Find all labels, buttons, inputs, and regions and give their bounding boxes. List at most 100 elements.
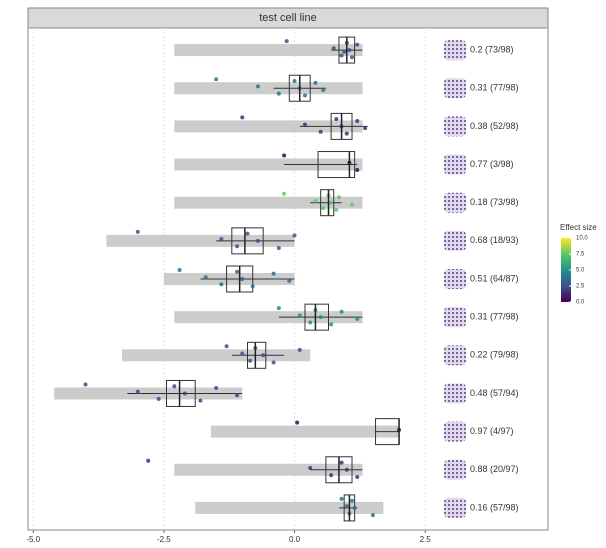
point xyxy=(347,48,351,52)
point xyxy=(355,119,359,123)
row-label: 0.31 (77/98) xyxy=(470,312,519,322)
point xyxy=(172,384,176,388)
point xyxy=(240,277,244,281)
point xyxy=(321,88,325,92)
cell-icon xyxy=(444,345,466,365)
point xyxy=(355,168,359,172)
point xyxy=(342,50,346,54)
cell-icon xyxy=(444,307,466,327)
row-label: 0.2 (73/98) xyxy=(470,44,514,54)
point xyxy=(355,317,359,321)
point xyxy=(240,352,244,356)
point xyxy=(319,130,323,134)
row-label: 0.51 (64/87) xyxy=(470,273,519,283)
point xyxy=(235,393,239,397)
point xyxy=(256,239,260,243)
cell-icon xyxy=(444,422,466,442)
point xyxy=(282,154,286,158)
point xyxy=(321,206,325,210)
x-tick-label: 2.5 xyxy=(420,535,432,544)
point xyxy=(308,321,312,325)
colorbar-label: 0.0 xyxy=(576,300,585,306)
point xyxy=(272,272,276,276)
row-label: 0.88 (20/97) xyxy=(470,464,519,474)
point xyxy=(235,270,239,274)
point xyxy=(329,322,333,326)
point xyxy=(183,391,187,395)
point xyxy=(340,461,344,465)
point xyxy=(353,506,357,510)
row-label: 0.68 (18/93) xyxy=(470,235,519,245)
point xyxy=(340,497,344,501)
row-label: 0.22 (79/98) xyxy=(470,350,519,360)
point xyxy=(329,473,333,477)
point xyxy=(272,361,276,365)
chart: test cell line Effect size -5.0-2.50.02.… xyxy=(0,0,606,548)
point xyxy=(136,230,140,234)
point xyxy=(214,77,218,81)
point xyxy=(340,310,344,314)
point xyxy=(219,282,223,286)
point xyxy=(287,279,291,283)
row-label: 0.48 (57/94) xyxy=(470,388,519,398)
point xyxy=(363,126,367,130)
point xyxy=(293,79,297,83)
point xyxy=(371,513,375,517)
point xyxy=(334,208,338,212)
cell-icon xyxy=(444,116,466,136)
point xyxy=(350,202,354,206)
legend-title: Effect size xyxy=(560,223,597,232)
row-label: 0.97 (4/97) xyxy=(470,426,514,436)
colorbar-label: 2.5 xyxy=(576,284,585,290)
x-tick-label: -2.5 xyxy=(157,535,171,544)
point xyxy=(198,399,202,403)
cell-icon xyxy=(444,40,466,60)
point xyxy=(136,390,140,394)
range-bar xyxy=(174,82,362,94)
point xyxy=(256,84,260,88)
point xyxy=(355,475,359,479)
cell-icon xyxy=(444,383,466,403)
point xyxy=(345,468,349,472)
point xyxy=(350,55,354,59)
point xyxy=(332,46,336,50)
point xyxy=(178,268,182,272)
point xyxy=(308,466,312,470)
cell-icon xyxy=(444,155,466,175)
point xyxy=(285,39,289,43)
point xyxy=(340,53,344,57)
cell-icon xyxy=(444,460,466,480)
row-label: 0.18 (73/98) xyxy=(470,197,519,207)
point xyxy=(146,459,150,463)
cell-icon xyxy=(444,498,466,518)
point xyxy=(355,43,359,47)
point xyxy=(350,499,354,503)
row-label: 0.38 (52/98) xyxy=(470,121,519,131)
row-label: 0.16 (57/98) xyxy=(470,502,519,512)
range-bar xyxy=(211,426,399,438)
point xyxy=(282,192,286,196)
point xyxy=(334,117,338,121)
point xyxy=(214,386,218,390)
point xyxy=(235,244,239,248)
point xyxy=(261,353,265,357)
point xyxy=(303,123,307,127)
row-label: 0.31 (77/98) xyxy=(470,83,519,93)
point xyxy=(219,237,223,241)
point xyxy=(345,132,349,136)
point xyxy=(298,313,302,317)
point xyxy=(245,232,249,236)
x-tick-label: 0.0 xyxy=(289,535,301,544)
point xyxy=(240,115,244,119)
point xyxy=(251,284,255,288)
x-tick-label: -5.0 xyxy=(26,535,40,544)
point xyxy=(337,195,341,199)
cell-icon xyxy=(444,231,466,251)
point xyxy=(303,93,307,97)
colorbar-label: 10.0 xyxy=(576,236,588,242)
point xyxy=(298,348,302,352)
point xyxy=(295,421,299,425)
point xyxy=(225,344,229,348)
point xyxy=(293,233,297,237)
row-label: 0.77 (3/98) xyxy=(470,159,514,169)
